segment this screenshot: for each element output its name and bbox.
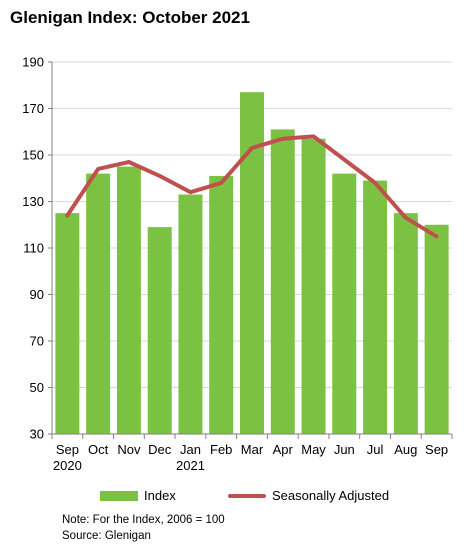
source-note: Source: Glenigan xyxy=(62,530,151,542)
index-bar xyxy=(86,173,111,434)
x-tick-label: Jan xyxy=(180,442,201,457)
index-bar xyxy=(332,173,357,434)
index-bar xyxy=(55,213,80,434)
x-tick-label: Nov xyxy=(117,442,141,457)
x-tick-label: Jul xyxy=(367,442,384,457)
index-bar xyxy=(363,180,388,434)
x-tick-label: Aug xyxy=(394,442,417,457)
index-bar xyxy=(270,129,295,435)
legend-label-seasonally-adjusted: Seasonally Adjusted xyxy=(272,488,390,503)
y-tick-label: 110 xyxy=(23,241,44,256)
y-tick-label: 90 xyxy=(30,287,44,302)
chart-title: Glenigan Index: October 2021 xyxy=(10,8,250,27)
x-tick-label: Oct xyxy=(88,442,109,457)
index-bar xyxy=(147,227,172,434)
legend-item-seasonally-adjusted: Seasonally Adjusted xyxy=(228,488,389,503)
axes xyxy=(51,62,452,435)
x-tick-label: Feb xyxy=(210,442,232,457)
x-tick-label: Sep xyxy=(56,442,79,457)
index-bar xyxy=(301,138,326,434)
y-tick-label: 50 xyxy=(30,380,44,395)
x-tick-label: Apr xyxy=(273,442,294,457)
y-tick-label: 190 xyxy=(22,55,44,70)
x-tick-label: Dec xyxy=(148,442,172,457)
index-bar xyxy=(178,194,203,434)
index-note: Note: For the Index, 2006 = 100 xyxy=(62,514,225,526)
index-bar xyxy=(393,213,418,434)
x-tick-label: Mar xyxy=(241,442,264,457)
y-tick-label: 150 xyxy=(22,148,44,163)
index-bar xyxy=(424,224,449,434)
seasonally-adjusted-line xyxy=(65,134,439,239)
x-tick-label: Sep xyxy=(425,442,448,457)
legend: Index Seasonally Adjusted xyxy=(0,488,474,508)
x-tick-label: May xyxy=(301,442,326,457)
x-tick-label: Jun xyxy=(334,442,355,457)
y-tick-label: 170 xyxy=(22,101,44,116)
y-axis-ticks: 190 170 150 130 110 90 70 50 30 xyxy=(22,55,52,442)
legend-swatch-index xyxy=(100,490,138,501)
y-tick-label: 70 xyxy=(30,334,44,349)
legend-label-index: Index xyxy=(144,488,176,503)
legend-item-index: Index xyxy=(100,488,176,503)
line-series-seasonally-adjusted xyxy=(65,134,439,239)
legend-swatch-seasonally-adjusted xyxy=(228,493,266,498)
x-tick-year-label: 2020 xyxy=(53,458,82,473)
y-tick-label: 130 xyxy=(22,194,44,209)
bar-series-index xyxy=(55,92,449,435)
index-bar xyxy=(116,166,141,434)
y-tick-label: 30 xyxy=(30,427,44,442)
index-bar xyxy=(209,175,234,435)
x-tick-year-label: 2021 xyxy=(176,458,205,473)
